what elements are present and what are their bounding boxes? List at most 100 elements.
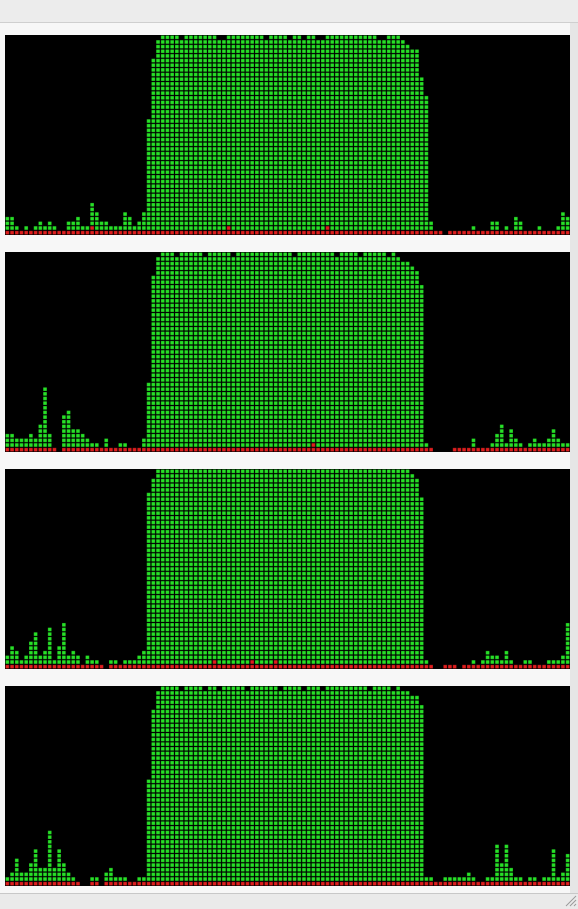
system-segment — [372, 230, 377, 235]
user-segment — [231, 686, 236, 882]
system-segment — [527, 447, 533, 452]
user-segment — [414, 478, 420, 665]
system-segment — [391, 447, 396, 452]
system-segment — [56, 881, 62, 886]
system-segment — [329, 230, 335, 235]
user-segment — [414, 270, 420, 448]
user-segment — [70, 221, 76, 231]
system-segment — [42, 664, 48, 669]
system-segment — [165, 664, 170, 669]
system-segment — [532, 447, 538, 452]
user-segment — [367, 469, 373, 665]
user-segment — [367, 35, 373, 231]
system-segment — [560, 664, 566, 669]
system-segment — [461, 664, 467, 669]
system-segment — [118, 447, 123, 452]
system-segment — [33, 664, 38, 669]
system-segment — [122, 664, 128, 669]
system-segment — [428, 881, 434, 886]
system-segment — [70, 881, 76, 886]
user-segment — [198, 35, 203, 231]
user-segment — [202, 256, 208, 448]
user-segment — [207, 686, 213, 882]
user-segment — [282, 469, 288, 665]
system-segment — [400, 664, 406, 669]
system-segment — [150, 881, 156, 886]
system-segment — [362, 664, 368, 669]
system-segment — [348, 230, 354, 235]
user-segment — [33, 631, 38, 665]
system-segment — [400, 881, 406, 886]
system-segment — [216, 664, 222, 669]
user-segment — [409, 695, 415, 882]
resize-grip[interactable] — [565, 895, 577, 907]
user-segment — [381, 469, 387, 665]
user-segment — [320, 252, 326, 448]
system-segment — [103, 230, 109, 235]
system-segment — [198, 230, 203, 235]
system-segment — [146, 230, 151, 235]
user-segment — [118, 225, 123, 231]
system-segment — [19, 881, 24, 886]
system-segment — [513, 230, 519, 235]
user-segment — [424, 659, 429, 665]
user-segment — [165, 686, 170, 882]
system-segment — [245, 664, 250, 669]
system-segment — [518, 447, 523, 452]
system-segment — [89, 225, 95, 235]
system-segment — [320, 447, 326, 452]
user-segment — [334, 686, 340, 882]
user-segment — [315, 469, 321, 665]
system-segment — [207, 447, 213, 452]
user-segment — [282, 35, 288, 231]
system-segment — [513, 664, 519, 669]
system-segment — [532, 230, 538, 235]
system-segment — [259, 664, 264, 669]
system-segment — [212, 881, 217, 886]
system-segment — [532, 664, 538, 669]
system-segment — [457, 881, 462, 886]
user-segment — [19, 438, 24, 448]
system-segment — [348, 664, 354, 669]
user-segment — [348, 252, 354, 448]
system-segment — [386, 230, 392, 235]
user-segment — [565, 216, 570, 231]
user-segment — [414, 695, 420, 882]
user-segment — [513, 876, 519, 882]
system-segment — [414, 447, 420, 452]
system-segment — [160, 447, 166, 452]
system-segment — [358, 447, 363, 452]
user-segment — [245, 35, 250, 231]
system-segment — [245, 881, 250, 886]
user-segment — [94, 442, 100, 448]
user-segment — [188, 35, 194, 231]
user-segment — [268, 35, 274, 231]
user-segment — [231, 256, 236, 448]
user-segment — [372, 35, 377, 231]
system-segment — [89, 881, 95, 886]
user-segment — [47, 830, 53, 882]
user-segment — [160, 469, 166, 665]
system-segment — [150, 447, 156, 452]
user-segment — [226, 469, 231, 665]
system-segment — [141, 664, 147, 669]
system-segment — [155, 230, 161, 235]
system-segment — [518, 230, 523, 235]
system-segment — [179, 881, 184, 886]
system-segment — [268, 881, 274, 886]
system-segment — [66, 881, 71, 886]
system-segment — [296, 230, 302, 235]
system-segment — [160, 230, 166, 235]
system-segment — [348, 881, 354, 886]
system-segment — [344, 881, 349, 886]
system-segment — [442, 881, 448, 886]
system-segment — [198, 664, 203, 669]
system-segment — [5, 447, 10, 452]
system-segment — [391, 881, 396, 886]
user-segment — [66, 410, 71, 448]
user-segment — [527, 659, 533, 665]
user-segment — [118, 876, 123, 882]
system-segment — [141, 447, 147, 452]
system-segment — [174, 230, 180, 235]
